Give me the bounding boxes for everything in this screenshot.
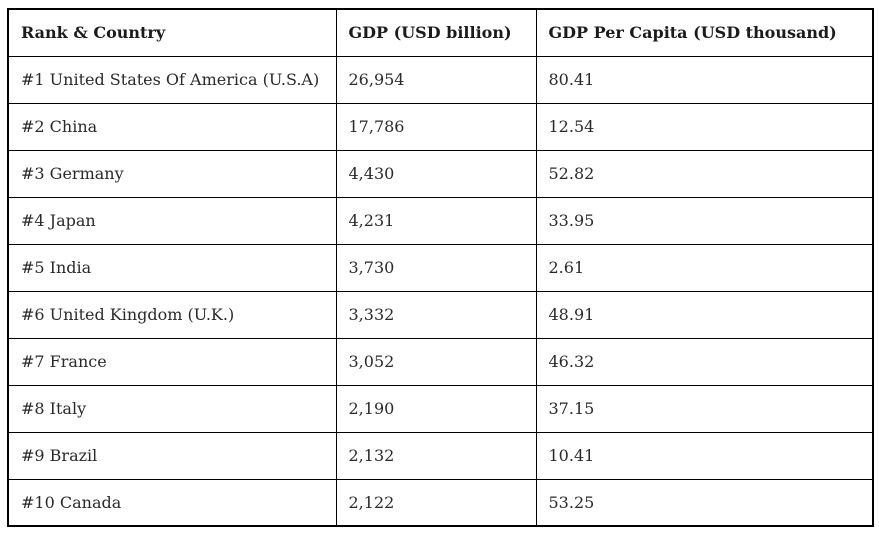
cell-rank-country: #6 United Kingdom (U.K.) bbox=[7, 290, 337, 339]
cell-gdp: 2,132 bbox=[335, 431, 537, 480]
cell-gdp-per-capita: 53.25 bbox=[535, 478, 874, 527]
cell-gdp-per-capita: 2.61 bbox=[535, 243, 874, 292]
cell-gdp-per-capita: 48.91 bbox=[535, 290, 874, 339]
table-row: #10 Canada 2,122 53.25 bbox=[7, 478, 874, 527]
header-gdp-per-capita: GDP Per Capita (USD thousand) bbox=[535, 8, 874, 57]
cell-gdp: 17,786 bbox=[335, 102, 537, 151]
cell-rank-country: #7 France bbox=[7, 337, 337, 386]
table-row: #9 Brazil 2,132 10.41 bbox=[7, 431, 874, 480]
cell-gdp-per-capita: 10.41 bbox=[535, 431, 874, 480]
cell-gdp-per-capita: 80.41 bbox=[535, 55, 874, 104]
cell-rank-country: #3 Germany bbox=[7, 149, 337, 198]
cell-gdp: 4,430 bbox=[335, 149, 537, 198]
cell-gdp-per-capita: 33.95 bbox=[535, 196, 874, 245]
cell-gdp-per-capita: 37.15 bbox=[535, 384, 874, 433]
cell-gdp: 3,332 bbox=[335, 290, 537, 339]
cell-gdp-per-capita: 46.32 bbox=[535, 337, 874, 386]
cell-rank-country: #1 United States Of America (U.S.A) bbox=[7, 55, 337, 104]
header-gdp: GDP (USD billion) bbox=[335, 8, 537, 57]
cell-rank-country: #10 Canada bbox=[7, 478, 337, 527]
cell-gdp: 26,954 bbox=[335, 55, 537, 104]
cell-rank-country: #9 Brazil bbox=[7, 431, 337, 480]
cell-rank-country: #5 India bbox=[7, 243, 337, 292]
table-header-row: Rank & Country GDP (USD billion) GDP Per… bbox=[7, 8, 874, 57]
cell-rank-country: #4 Japan bbox=[7, 196, 337, 245]
gdp-table: Rank & Country GDP (USD billion) GDP Per… bbox=[7, 8, 874, 527]
table-row: #2 China 17,786 12.54 bbox=[7, 102, 874, 151]
cell-gdp-per-capita: 12.54 bbox=[535, 102, 874, 151]
table-row: #6 United Kingdom (U.K.) 3,332 48.91 bbox=[7, 290, 874, 339]
cell-rank-country: #2 China bbox=[7, 102, 337, 151]
table-row: #7 France 3,052 46.32 bbox=[7, 337, 874, 386]
header-rank-country: Rank & Country bbox=[7, 8, 337, 57]
cell-gdp: 2,122 bbox=[335, 478, 537, 527]
cell-gdp: 4,231 bbox=[335, 196, 537, 245]
cell-gdp: 3,730 bbox=[335, 243, 537, 292]
cell-gdp-per-capita: 52.82 bbox=[535, 149, 874, 198]
cell-rank-country: #8 Italy bbox=[7, 384, 337, 433]
table-row: #5 India 3,730 2.61 bbox=[7, 243, 874, 292]
table-row: #1 United States Of America (U.S.A) 26,95… bbox=[7, 55, 874, 104]
cell-gdp: 2,190 bbox=[335, 384, 537, 433]
cell-gdp: 3,052 bbox=[335, 337, 537, 386]
table-row: #4 Japan 4,231 33.95 bbox=[7, 196, 874, 245]
table-row: #8 Italy 2,190 37.15 bbox=[7, 384, 874, 433]
table-body: #1 United States Of America (U.S.A) 26,95… bbox=[7, 55, 874, 527]
table-row: #3 Germany 4,430 52.82 bbox=[7, 149, 874, 198]
